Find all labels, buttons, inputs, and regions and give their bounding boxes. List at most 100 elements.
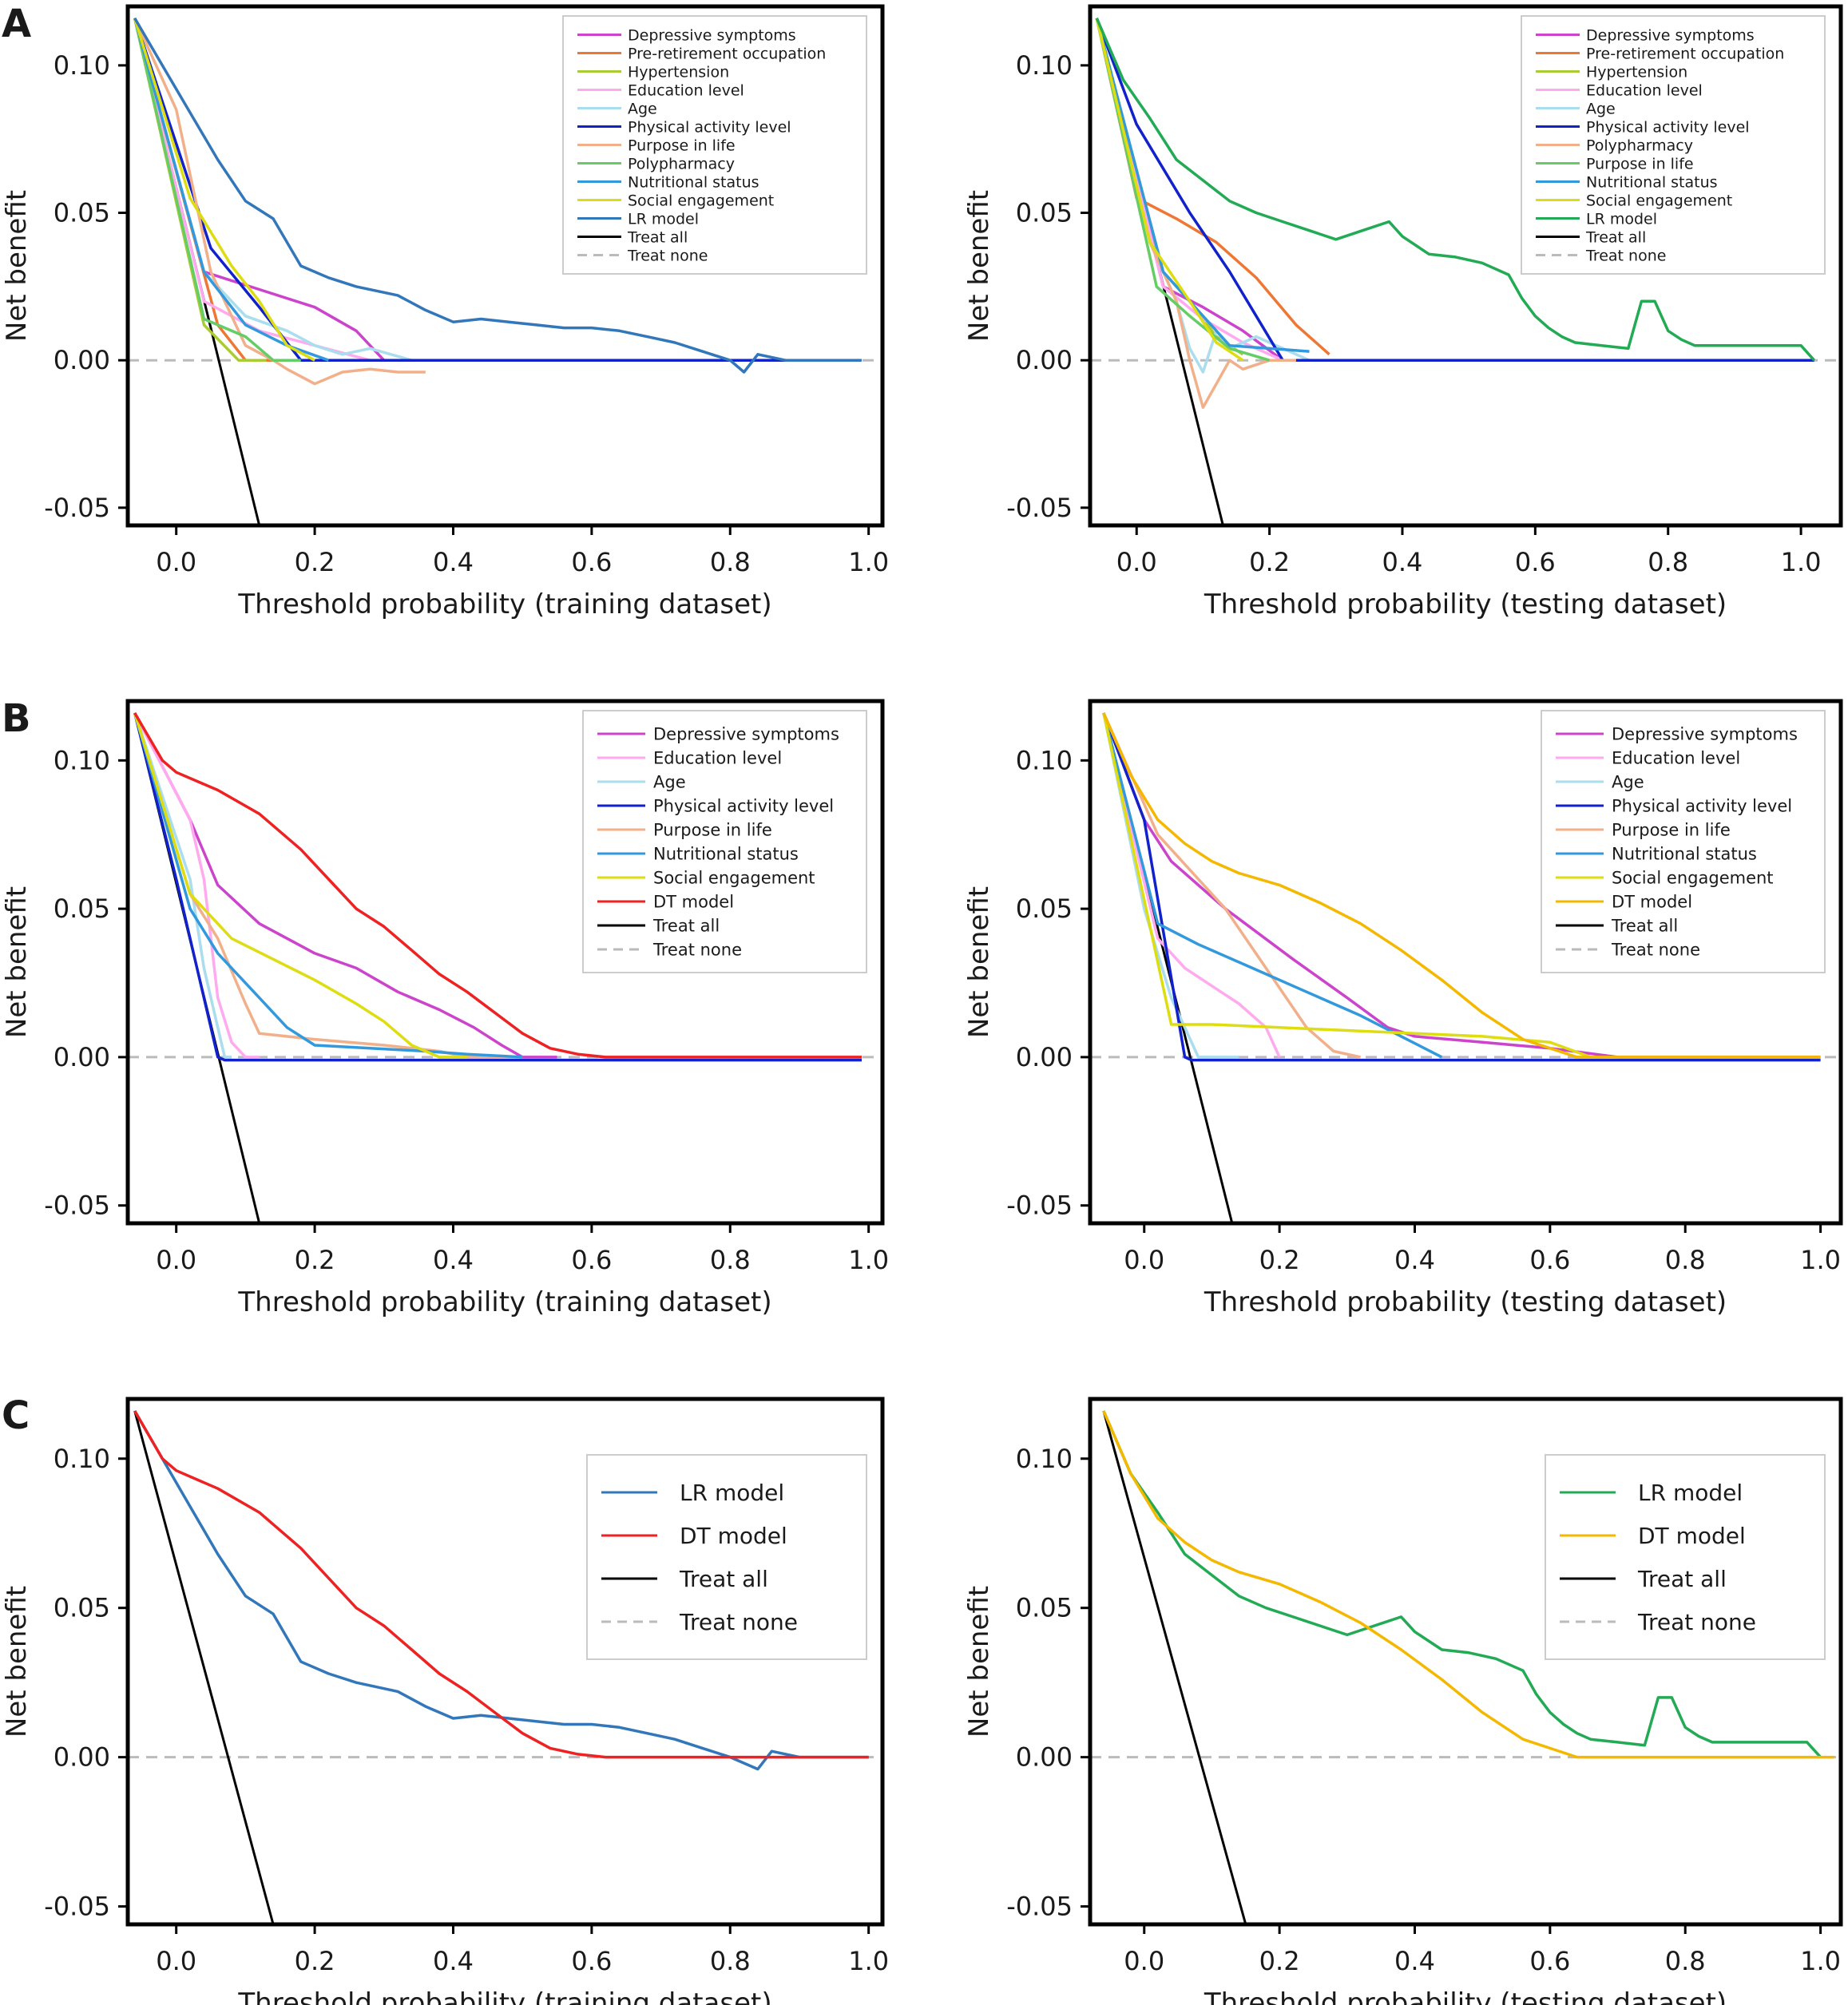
legend-label: Pre-retirement occupation [628,45,826,62]
x-tick-label: 1.0 [1800,1245,1841,1275]
x-tick-label: 0.0 [156,1245,196,1275]
series-line-physical-activity-level [1102,712,1821,1062]
x-tick-label: 0.6 [571,1245,612,1275]
x-tick-label: 0.4 [1394,1946,1435,1976]
legend-label: Physical activity level [653,797,834,816]
legend: LR model DT model Treat all Treat none [586,1454,867,1660]
plot-frame [1088,4,1843,528]
x-tick-label: 0.8 [1665,1946,1706,1976]
x-tick-label: 0.8 [710,1245,751,1275]
legend-label: Polypharmacy [628,155,735,172]
series-line-education-level [1095,18,1283,362]
y-tick-label: 0.00 [54,1742,110,1773]
legend-label: DT model [680,1523,787,1549]
series-line-social-engagement [133,712,467,1059]
legend-label: Purpose in life [1586,155,1694,172]
x-tick-label: 1.0 [848,1245,889,1275]
plot-frame [125,4,885,528]
legend-label: Purpose in life [628,137,736,154]
series-line-lr-model [1102,1410,1822,1758]
plot-frame [1088,699,1843,1226]
plot-frame [1088,1397,1843,1927]
legend-box [586,1454,867,1660]
x-tick-label: 1.0 [848,547,889,577]
panel-letter-c: C [2,1393,30,1438]
legend-label: Social engagement [653,869,815,888]
y-tick-label: 0.10 [54,50,110,81]
legend-label: Age [653,773,686,792]
x-axis-label: Threshold probability (testing dataset) [1204,1286,1727,1318]
legend-label: Education level [1586,81,1703,99]
x-tick-label: 0.2 [1249,547,1290,577]
x-tick-label: 0.4 [433,547,474,577]
series-line-treat-all [1102,1410,1247,1924]
series-line-education-level [133,712,260,1059]
x-tick-label: 0.2 [295,547,335,577]
legend-box [1545,1454,1826,1660]
series-line-physical-activity-level [133,712,862,1062]
series-line-dt-model [1102,1410,1834,1759]
legend-label: DT model [653,893,734,912]
legend-label: Nutritional status [628,173,759,191]
series-line-purpose-in-life [1095,18,1271,362]
plot-frame [125,699,885,1226]
y-tick-label: 0.00 [1016,1742,1073,1773]
legend-label: Purpose in life [653,821,772,840]
plot-area [128,712,882,1223]
series-line-pre-retirement-occupation [1095,18,1330,356]
panel-letter-b: B [2,696,31,741]
x-tick-label: 0.0 [1124,1245,1164,1275]
legend-label: Treat none [1611,941,1700,960]
legend-label: Treat none [1585,247,1666,264]
plot-frame [125,1397,885,1927]
legend-label: Treat none [652,941,742,960]
series-line-physical-activity-level [133,18,862,362]
legend: Depressive symptoms Education level Age Phy… [1541,710,1826,973]
legend-label: Education level [653,749,782,768]
series-line-depressive-symptoms [1102,712,1821,1059]
series-line-lr-model [133,17,862,374]
legend-label: Treat all [1637,1566,1727,1592]
x-tick-label: 0.8 [1648,547,1688,577]
y-tick-label: -0.05 [44,1191,110,1221]
x-axis-label: Threshold probability (training dataset) [237,588,771,620]
x-tick-label: 0.6 [1529,1245,1570,1275]
series-line-nutritional-status [1095,18,1310,353]
series-line-dt-model [133,1410,869,1759]
chart-panel-B-train: 0.0 0.2 0.4 0.6 0.8 1.0 -0.05 0.00 0.05 0.10 Thres… [1,699,889,1318]
legend-label: Physical activity level [628,118,791,136]
x-axis-label: Threshold probability (training dataset) [237,1286,771,1318]
x-tick-label: 0.2 [295,1245,335,1275]
plot-area [1090,1410,1841,1924]
legend-box [1541,710,1826,973]
plot-area [1090,712,1841,1223]
series-line-purpose-in-life [1102,712,1362,1059]
legend-label: Treat all [627,228,688,246]
series-line-purpose-in-life [133,18,426,386]
legend-label: Social engagement [628,192,774,209]
x-axis-label: Threshold probability (testing dataset) [1204,1987,1727,2005]
x-tick-label: 0.4 [433,1245,474,1275]
legend: LR model DT model Treat all Treat none [1545,1454,1826,1660]
legend: Depressive symptoms Education level Age Phy… [582,710,867,973]
legend-label: LR model [628,210,699,228]
series-line-purpose-in-life [133,712,523,1059]
x-tick-label: 0.8 [710,1946,751,1976]
x-tick-label: 1.0 [1800,1946,1841,1976]
y-tick-label: 0.10 [1016,50,1073,81]
legend-label: LR model [680,1480,784,1506]
y-tick-label: 0.10 [1016,1444,1073,1474]
y-tick-label: -0.05 [1006,1892,1073,1922]
legend-label: Depressive symptoms [628,26,796,44]
y-tick-label: 0.00 [1016,1042,1073,1072]
series-line-lr-model [1095,18,1816,362]
legend-label: Treat none [679,1609,798,1635]
chart-panel-A-test: 0.0 0.2 0.4 0.6 0.8 1.0 -0.05 0.00 0.05 0.10 Thres… [963,4,1843,620]
x-tick-label: 0.2 [295,1946,335,1976]
y-tick-label: 0.05 [1016,1593,1073,1623]
legend-label: Education level [1612,749,1740,768]
y-tick-label: -0.05 [44,1892,110,1922]
legend-label: Purpose in life [1612,821,1731,840]
